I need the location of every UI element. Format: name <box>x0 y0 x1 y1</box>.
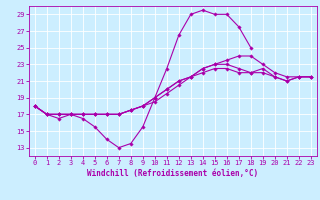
X-axis label: Windchill (Refroidissement éolien,°C): Windchill (Refroidissement éolien,°C) <box>87 169 258 178</box>
